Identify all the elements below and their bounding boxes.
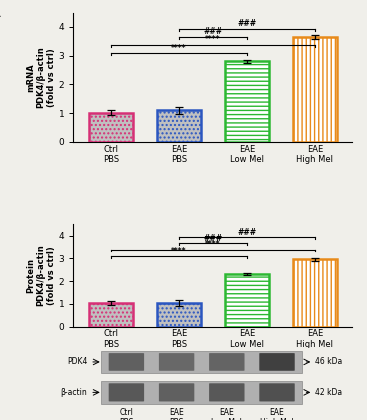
Bar bbox=[101, 381, 302, 404]
Text: ###: ### bbox=[203, 234, 222, 243]
Text: EAE
PBS: EAE PBS bbox=[169, 408, 184, 420]
Bar bbox=[89, 113, 133, 142]
Text: Ctrl
PBS: Ctrl PBS bbox=[119, 408, 134, 420]
Bar bbox=[157, 303, 201, 327]
Text: EAE
Low Mel: EAE Low Mel bbox=[211, 408, 242, 420]
Bar bbox=[225, 61, 269, 142]
Bar bbox=[157, 110, 201, 142]
FancyBboxPatch shape bbox=[109, 353, 144, 371]
FancyBboxPatch shape bbox=[159, 383, 194, 402]
Text: EAE
High Mel: EAE High Mel bbox=[260, 408, 294, 420]
Text: β-actin: β-actin bbox=[61, 388, 87, 397]
Y-axis label: mRNA
PDK4/β-actin
(fold vs ctrl): mRNA PDK4/β-actin (fold vs ctrl) bbox=[26, 46, 56, 108]
Text: ****: **** bbox=[205, 241, 221, 249]
Bar bbox=[293, 37, 337, 142]
Y-axis label: Protein
PDK4/β-actin
(fold vs ctrl): Protein PDK4/β-actin (fold vs ctrl) bbox=[26, 244, 56, 306]
FancyBboxPatch shape bbox=[209, 383, 244, 402]
Text: ****: **** bbox=[205, 35, 221, 45]
Text: PDK4: PDK4 bbox=[67, 357, 87, 366]
FancyBboxPatch shape bbox=[159, 353, 194, 371]
Bar bbox=[101, 351, 302, 373]
Text: ###: ### bbox=[237, 19, 257, 29]
FancyBboxPatch shape bbox=[259, 383, 295, 402]
Text: 46 kDa: 46 kDa bbox=[315, 357, 342, 366]
Text: ****: **** bbox=[171, 44, 186, 52]
FancyBboxPatch shape bbox=[259, 353, 295, 371]
Text: ###: ### bbox=[203, 27, 222, 37]
Bar bbox=[293, 260, 337, 327]
Bar bbox=[225, 274, 269, 327]
Bar bbox=[89, 303, 133, 327]
Text: 42 kDa: 42 kDa bbox=[315, 388, 342, 397]
FancyBboxPatch shape bbox=[109, 383, 144, 402]
Text: ****: **** bbox=[171, 247, 186, 256]
FancyBboxPatch shape bbox=[209, 353, 244, 371]
Text: ###: ### bbox=[237, 228, 257, 237]
